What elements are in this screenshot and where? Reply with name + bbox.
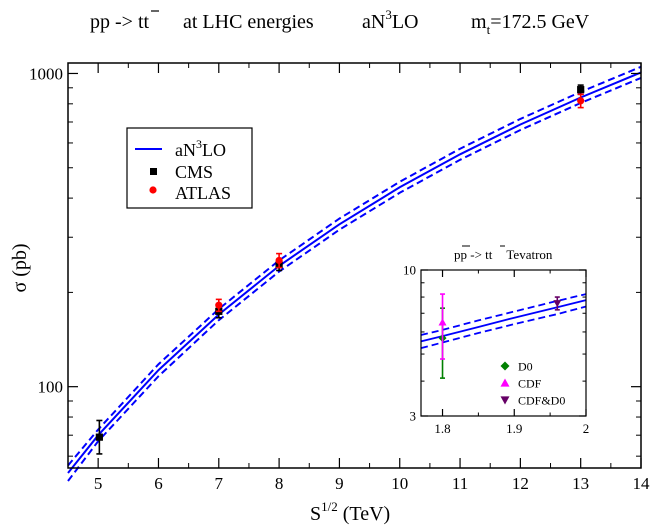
main-x-tick-label: 14 [633, 474, 651, 493]
main-atlas-point [577, 97, 585, 105]
main-theory-curves [67, 65, 642, 482]
inset-legend-d0-marker [500, 361, 510, 371]
x-axis-label: S1/2 (TeV) [310, 499, 390, 525]
main-cms-point [95, 433, 103, 441]
inset-x-tick-label: 1.9 [506, 421, 522, 436]
main-theory-central-line [67, 71, 642, 474]
legend-theory-exp: 3 [196, 137, 202, 151]
inset-panel: 1.8 1.9 2 3 10 pp -> tt Tevatron D0 CDF CDF&D0 [403, 245, 589, 436]
main-x-tick-label: 11 [452, 474, 468, 493]
main-atlas-point [215, 301, 223, 309]
legend-cms-label: CMS [175, 162, 213, 182]
title-order-b: LO [392, 11, 419, 33]
legend-atlas-marker [149, 186, 157, 194]
main-x-tick-label: 5 [94, 474, 103, 493]
inset-legend-d0-label: D0 [518, 360, 533, 374]
legend-theory-a: aN [175, 140, 196, 160]
title-energy: at LHC energies [183, 11, 314, 33]
inset-cdf-point [438, 318, 447, 326]
main-cms-point [577, 86, 585, 94]
inset-title-b: -> tt [467, 247, 493, 262]
title-process: pp -> tt [90, 11, 149, 33]
inset-x-tick-label: 2 [583, 421, 590, 436]
inset-title-c: Tevatron [506, 247, 553, 262]
main-x-tick-label: 8 [275, 474, 284, 493]
legend-theory-label: aN3LO [175, 137, 226, 160]
inset-theory-lower-line [420, 305, 587, 349]
main-y-tick-label: 100 [38, 378, 64, 397]
title-mass-b: =172.5 GeV [490, 11, 590, 33]
inset-legend-cdf-label: CDF [518, 377, 542, 391]
title-mass-a: m [471, 11, 487, 33]
title-order-exp: 3 [385, 7, 392, 22]
title-mass: mt=172.5 GeV [471, 11, 590, 37]
inset-y-tick-label: 10 [403, 263, 416, 278]
x-axis-label-unit: (TeV) [338, 503, 390, 525]
x-axis-label-exp: 1/2 [321, 499, 338, 514]
main-theory-upper-line [67, 65, 642, 467]
inset-cdf-d0-point [553, 300, 562, 308]
inset-title: pp -> tt Tevatron [454, 247, 553, 262]
inset-theory-curves [420, 293, 587, 349]
legend-theory-b: LO [202, 140, 226, 160]
inset-axis-ticks: 1.8 1.9 2 3 10 [403, 263, 589, 436]
main-x-tick-label: 12 [512, 474, 529, 493]
main-data-points [95, 84, 585, 455]
inset-y-tick-label: 3 [410, 409, 417, 424]
inset-legend-cdf-marker [500, 378, 510, 387]
main-x-tick-label: 9 [335, 474, 344, 493]
x-axis-label-base: S [310, 503, 321, 525]
inset-legend-cdf-d0-marker [500, 396, 510, 405]
title-mass-sub: t [487, 22, 491, 37]
main-legend: aN3LO CMS ATLAS [126, 127, 253, 209]
main-y-tick-label: 1000 [29, 64, 63, 83]
main-theory-lower-line [67, 76, 642, 482]
legend-atlas-label: ATLAS [175, 183, 231, 203]
main-x-tick-label: 13 [572, 474, 589, 493]
inset-theory-upper-line [420, 293, 587, 336]
main-plot-frame [67, 62, 642, 469]
title-order: aN3LO [362, 7, 419, 33]
main-atlas-point [275, 256, 283, 265]
main-x-tick-label: 7 [215, 474, 224, 493]
inset-title-a: pp [454, 247, 467, 262]
inset-legend-cdf-d0-label: CDF&D0 [518, 394, 565, 408]
inset-x-tick-label: 1.8 [434, 421, 450, 436]
main-legend-box [126, 127, 253, 209]
main-x-tick-label: 6 [154, 474, 163, 493]
inset-data-points [438, 293, 562, 379]
figure-title: pp -> tt at LHC energies aN3LO mt=172.5 … [90, 7, 590, 37]
title-order-a: aN [362, 11, 385, 33]
main-x-tick-label: 10 [391, 474, 408, 493]
inset-theory-central-line [420, 299, 587, 343]
main-axis-ticks: 5 6 7 8 9 10 11 12 13 14 100 1000 [29, 63, 650, 493]
y-axis-label: σ (pb) [9, 243, 31, 292]
inset-legend: D0 CDF CDF&D0 [500, 360, 565, 408]
inset-frame [420, 269, 587, 417]
inset-background [421, 270, 586, 416]
legend-cms-marker [150, 168, 157, 175]
